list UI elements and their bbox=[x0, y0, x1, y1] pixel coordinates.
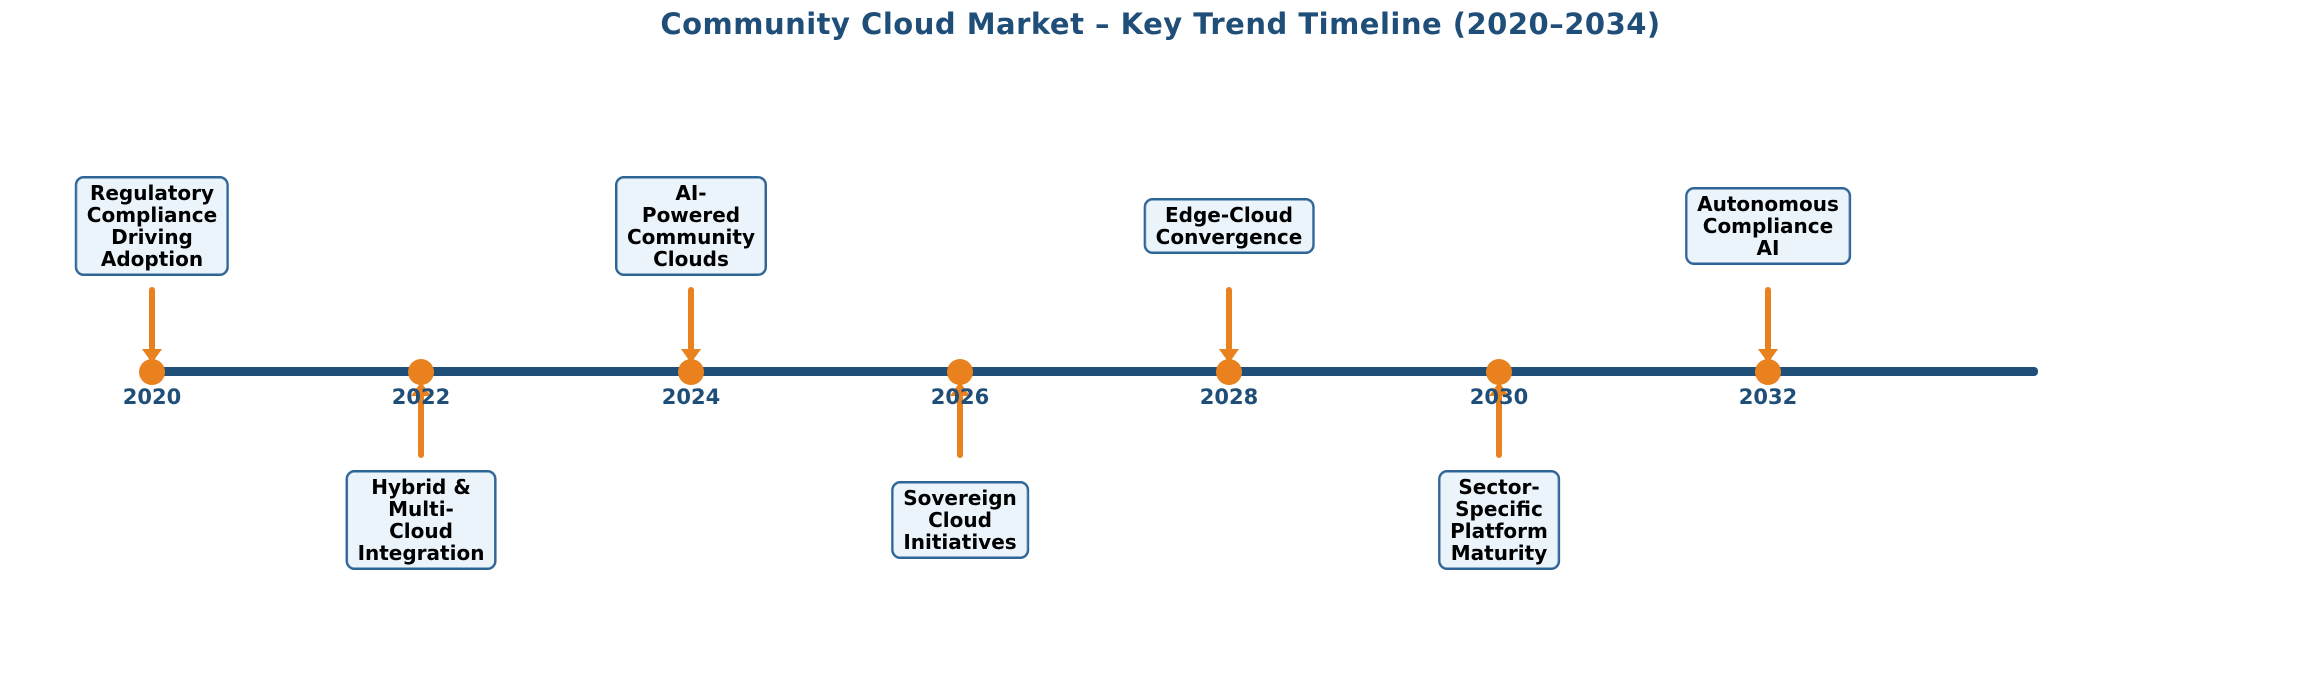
timeline-marker-dot bbox=[1216, 359, 1242, 385]
timeline-marker-dot bbox=[678, 359, 704, 385]
event-label-box: Edge-Cloud Convergence bbox=[1143, 198, 1315, 254]
event-label: Sector-Specific Platform Maturity bbox=[1450, 475, 1548, 565]
timeline-axis-line bbox=[150, 367, 2038, 376]
year-label: 2026 bbox=[930, 385, 990, 409]
timeline-marker-dot bbox=[1486, 359, 1512, 385]
event-label: AI-Powered Community Clouds bbox=[626, 181, 756, 271]
event-label-box: Regulatory Compliance Driving Adoption bbox=[74, 176, 230, 276]
timeline-marker-dot bbox=[408, 359, 434, 385]
event-label: Hybrid & Multi-Cloud Integration bbox=[357, 475, 485, 565]
year-label: 2028 bbox=[1199, 385, 1259, 409]
year-label: 2032 bbox=[1738, 385, 1798, 409]
event-label-box: Sector-Specific Platform Maturity bbox=[1438, 470, 1560, 570]
chart-title: Community Cloud Market – Key Trend Timel… bbox=[660, 7, 1661, 41]
year-label: 2024 bbox=[661, 385, 721, 409]
event-label-box: Autonomous Compliance AI bbox=[1685, 187, 1851, 265]
event-label: Autonomous Compliance AI bbox=[1697, 192, 1839, 260]
timeline-marker-dot bbox=[947, 359, 973, 385]
event-label: Sovereign Cloud Initiatives bbox=[903, 486, 1017, 554]
year-label: 2030 bbox=[1469, 385, 1529, 409]
event-label-box: Hybrid & Multi-Cloud Integration bbox=[345, 470, 497, 570]
event-label: Regulatory Compliance Driving Adoption bbox=[86, 181, 218, 271]
year-label: 2022 bbox=[391, 385, 451, 409]
event-label-box: AI-Powered Community Clouds bbox=[614, 176, 768, 276]
event-label: Edge-Cloud Convergence bbox=[1155, 203, 1303, 249]
timeline-marker-dot bbox=[139, 359, 165, 385]
year-label: 2020 bbox=[122, 385, 182, 409]
timeline-marker-dot bbox=[1755, 359, 1781, 385]
event-label-box: Sovereign Cloud Initiatives bbox=[891, 481, 1029, 559]
